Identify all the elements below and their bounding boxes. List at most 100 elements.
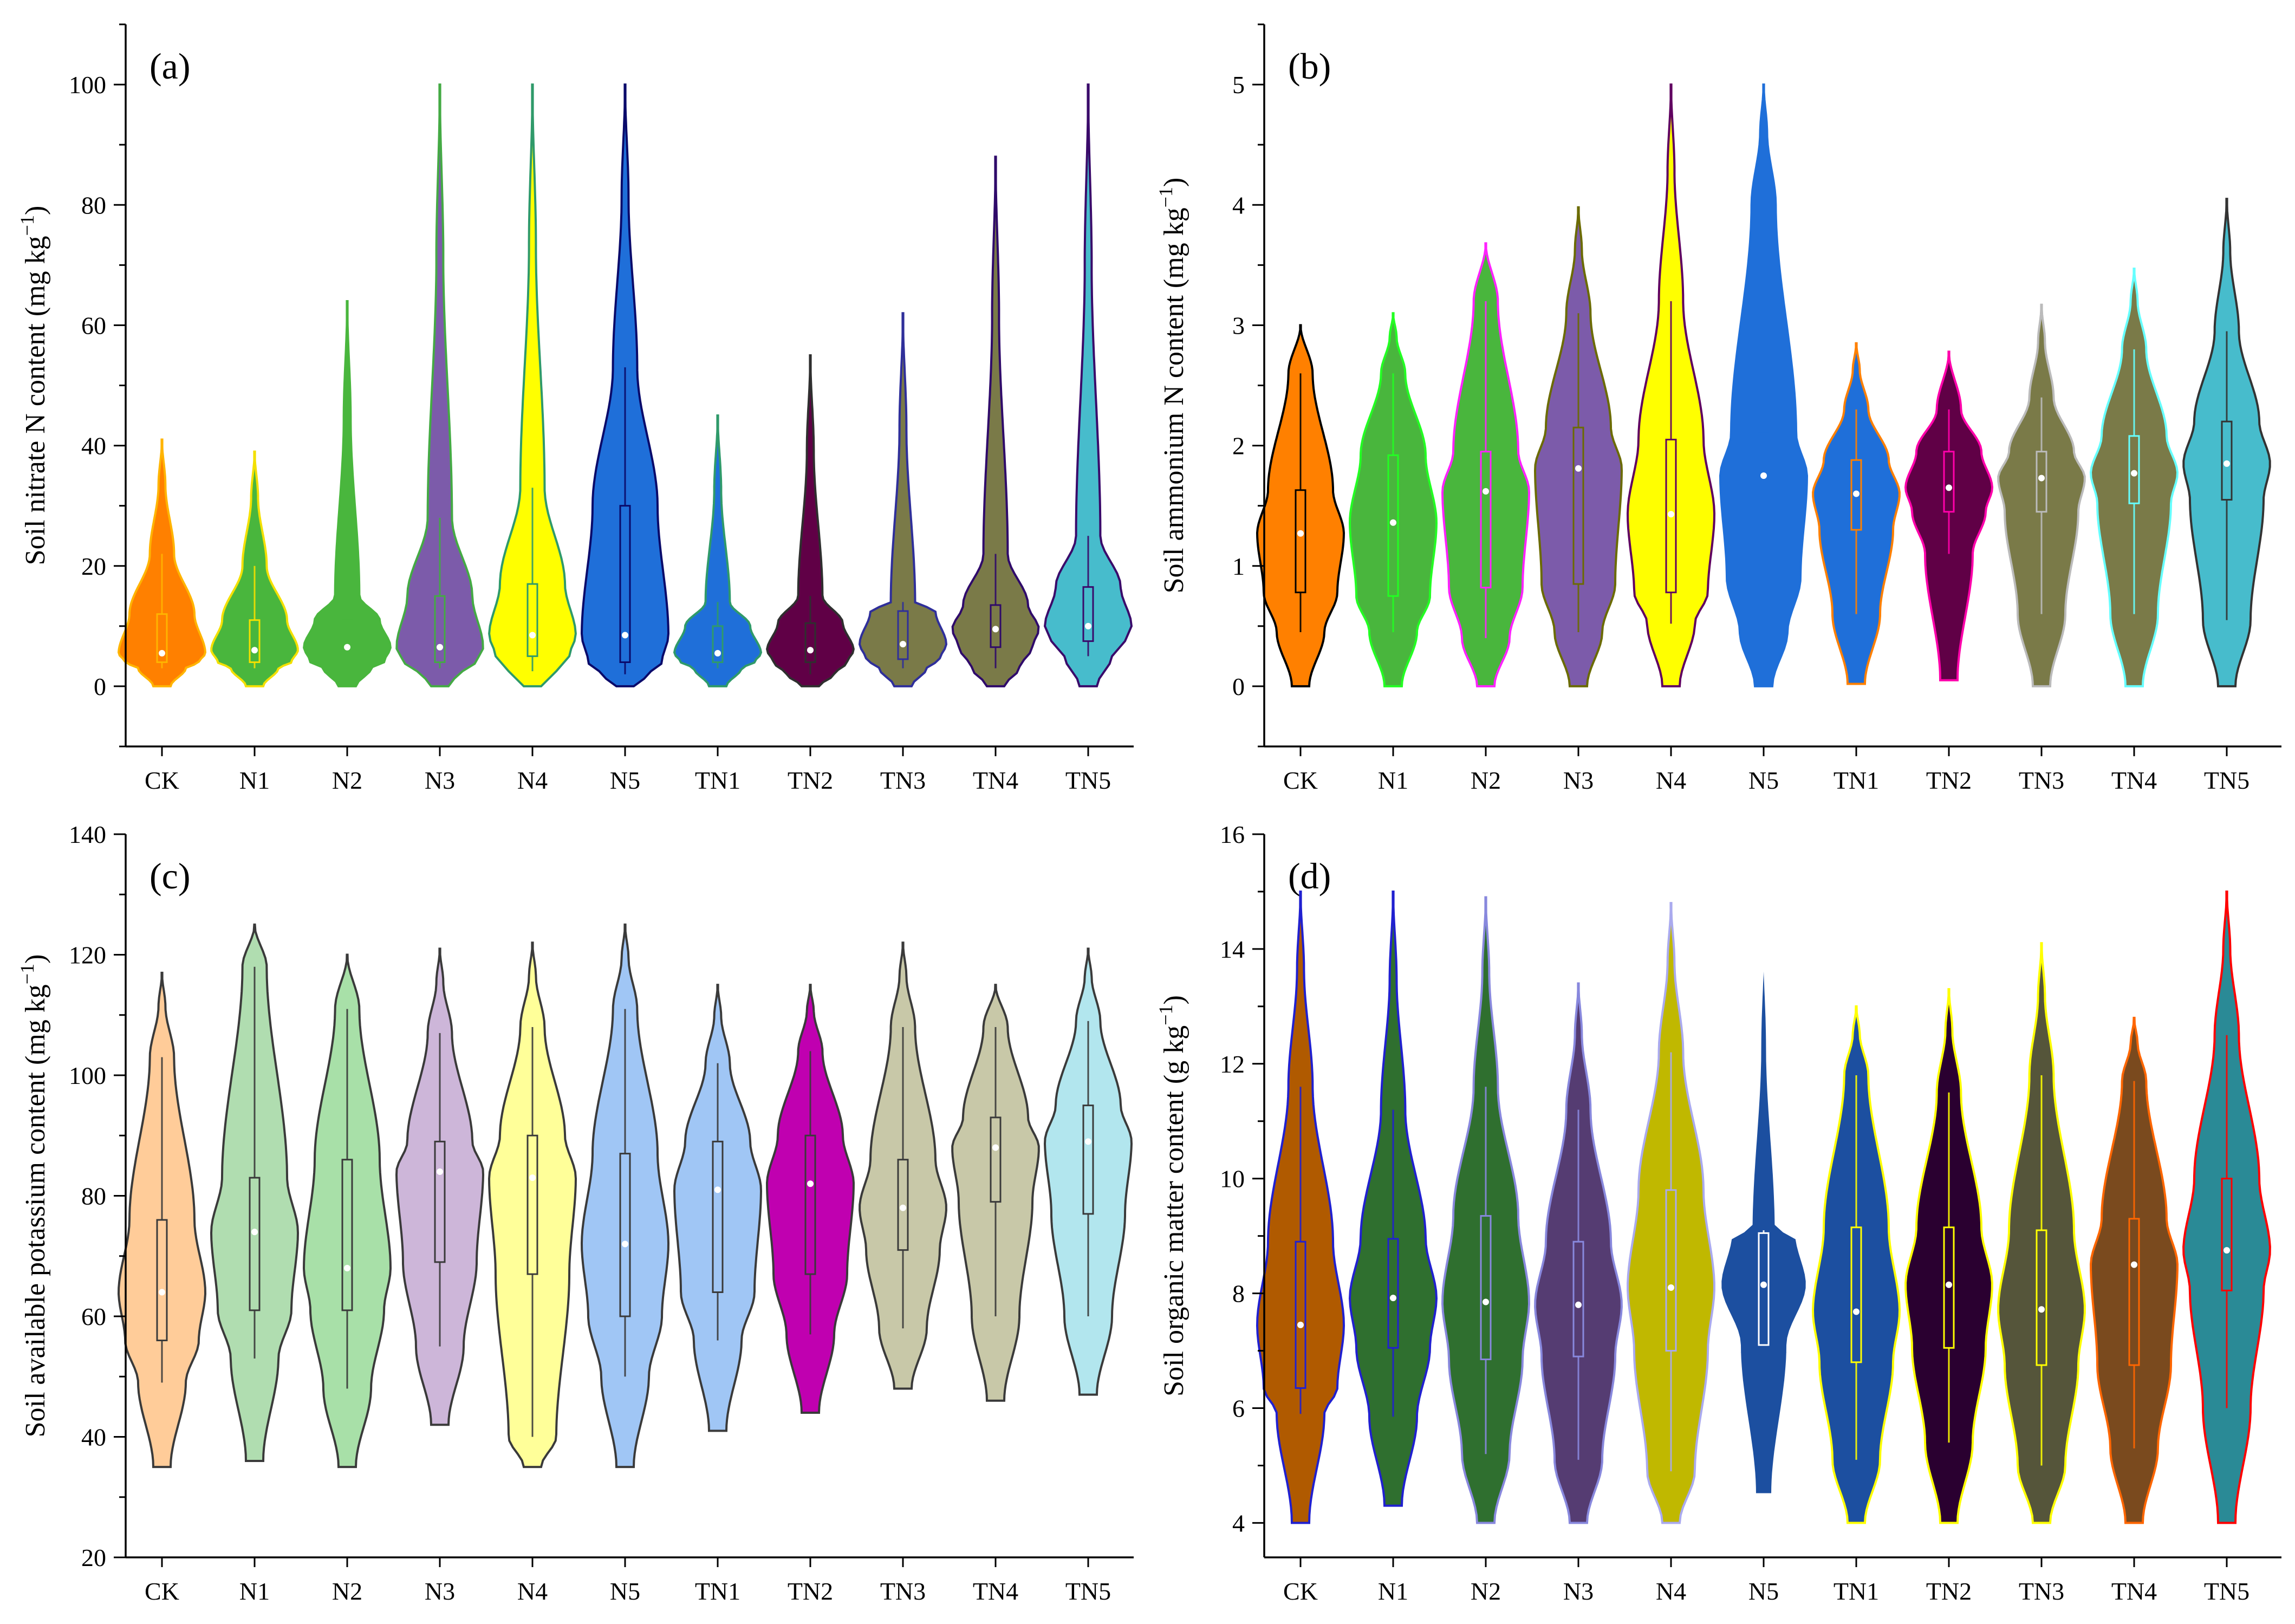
iqr-box-n3: [434, 1140, 446, 1263]
y-tick-label: 6: [1232, 1395, 1245, 1422]
y-tick-label: 80: [81, 1183, 106, 1210]
iqr-box-n1: [249, 619, 261, 663]
x-tick-label: N3: [1563, 766, 1594, 794]
x-tick-label: N1: [1378, 1577, 1408, 1605]
median-point-ck: [1297, 530, 1304, 537]
x-tick-label: TN5: [2204, 766, 2250, 794]
median-point-n3: [437, 644, 443, 651]
panel-c: CK N1 N2 N3 N4 N5 TN1 TN2 TN3 TN4 TN5 20 40 60 80 100 12…: [16, 821, 1134, 1605]
iqr-box-tn1: [712, 1140, 724, 1293]
x-tick-label: N4: [517, 766, 548, 794]
x-tick-label: TN4: [973, 1577, 1018, 1605]
median-point-n3: [1575, 465, 1582, 472]
x-tick-label: N4: [1656, 766, 1686, 794]
violin-n3: [395, 83, 484, 687]
iqr-box-n5: [1758, 1232, 1770, 1346]
iqr-box-ck: [156, 613, 168, 663]
axes-layer: CK N1 N2 N3 N4 N5 TN1 TN2 TN3 TN4 TN5 0 20 40 60 80 100: [69, 23, 1134, 794]
x-tick-label: N1: [239, 1577, 270, 1605]
iqr-box-tn3: [2036, 451, 2047, 513]
x-tick-label: N4: [517, 1577, 548, 1605]
iqr-box-n3: [1572, 1240, 1584, 1357]
x-tick-label: N3: [1563, 1577, 1594, 1605]
y-tick-label: 2: [1232, 432, 1245, 460]
x-tick-label: N5: [1748, 766, 1779, 794]
panel-d: CK N1 N2 N3 N4 N5 TN1 TN2 TN3 TN4 TN5 4 6 8 10 12 14 16 (…: [1155, 821, 2281, 1605]
x-tick-label: CK: [145, 766, 179, 794]
median-point-n2: [344, 1265, 350, 1271]
median-point-tn1: [1853, 490, 1860, 497]
x-tick-label: N2: [1471, 1577, 1501, 1605]
iqr-box-n4: [1665, 1189, 1677, 1352]
iqr-box-tn5: [1082, 586, 1094, 642]
violin-tn3: [858, 312, 948, 687]
violins-layer: [117, 83, 1133, 687]
x-tick-label: CK: [1283, 1577, 1318, 1605]
x-tick-label: N4: [1656, 1577, 1686, 1605]
x-tick-label: N2: [1471, 766, 1501, 794]
violin-n4: [488, 83, 577, 687]
axes-layer: CK N1 N2 N3 N4 N5 TN1 TN2 TN3 TN4 TN5 4 6 8 10 12 14 16: [1220, 821, 2281, 1605]
x-tick-label: TN5: [1065, 766, 1111, 794]
iqr-box-n2: [341, 1159, 353, 1311]
median-point-n2: [1483, 488, 1489, 495]
x-tick-label: CK: [1283, 766, 1318, 794]
median-point-n5: [1760, 472, 1767, 479]
iqr-box-n5: [619, 1153, 631, 1317]
median-point-n4: [529, 1174, 536, 1181]
iqr-box-n2: [341, 619, 353, 663]
violins-layer: [1256, 891, 2271, 1524]
y-tick-label: 8: [1232, 1280, 1245, 1308]
median-point-n1: [1390, 519, 1396, 526]
iqr-box-ck: [156, 1219, 168, 1341]
median-point-tn3: [900, 1204, 906, 1211]
x-tick-label: N2: [332, 1577, 362, 1605]
x-tick-label: TN5: [1065, 1577, 1111, 1605]
y-tick-label: 20: [81, 553, 106, 580]
iqr-box-tn3: [2036, 1229, 2047, 1366]
y-tick-label: 14: [1220, 936, 1245, 963]
panel-letter: (b): [1288, 46, 1331, 87]
median-point-n1: [251, 1229, 258, 1236]
y-tick-label: 16: [1220, 821, 1245, 848]
median-point-n1: [1390, 1295, 1396, 1302]
violin-n5: [1719, 925, 1808, 1496]
x-tick-label: N1: [1378, 766, 1408, 794]
iqr-box-tn5: [1082, 1105, 1094, 1215]
median-point-tn5: [1085, 622, 1091, 629]
median-point-n5: [622, 1240, 628, 1248]
violins-layer: [117, 923, 1133, 1469]
x-tick-label: N5: [1748, 1577, 1779, 1605]
y-tick-label: 1: [1232, 553, 1245, 580]
median-point-ck: [159, 1289, 165, 1296]
median-point-ck: [159, 649, 165, 657]
x-tick-label: N2: [332, 766, 362, 794]
iqr-box-tn1: [712, 625, 724, 663]
median-point-tn5: [2224, 1247, 2230, 1254]
x-tick-label: TN1: [1834, 1577, 1879, 1605]
x-tick-label: TN5: [2204, 1577, 2250, 1605]
iqr-box-n4: [526, 583, 538, 657]
y-tick-label: 5: [1232, 71, 1245, 99]
median-point-tn1: [1853, 1308, 1860, 1315]
median-point-tn2: [807, 647, 814, 654]
median-point-n3: [1575, 1301, 1582, 1308]
median-point-n5: [1760, 1281, 1767, 1288]
median-point-n4: [529, 632, 536, 639]
y-tick-label: 20: [81, 1544, 106, 1571]
y-tick-label: 140: [69, 821, 106, 848]
median-point-tn4: [992, 626, 999, 633]
violin-tn5: [1043, 83, 1133, 687]
iqr-box-tn2: [1943, 451, 1955, 513]
panel-b: CK N1 N2 N3 N4 N5 TN1 TN2 TN3 TN4 TN5 0 1 2 3 4 5 (b) So…: [1155, 23, 2281, 794]
median-point-tn2: [1946, 484, 1952, 491]
axes-layer: CK N1 N2 N3 N4 N5 TN1 TN2 TN3 TN4 TN5 0 1 2 3 4 5: [1232, 23, 2281, 794]
median-point-n2: [344, 644, 350, 651]
y-tick-label: 120: [69, 941, 106, 969]
y-tick-label: 0: [94, 673, 106, 700]
median-point-tn3: [900, 641, 906, 648]
iqr-box-tn2: [804, 622, 816, 663]
x-tick-label: N5: [610, 766, 640, 794]
y-tick-label: 100: [69, 1062, 106, 1089]
iqr-box-tn4: [990, 1116, 1002, 1203]
